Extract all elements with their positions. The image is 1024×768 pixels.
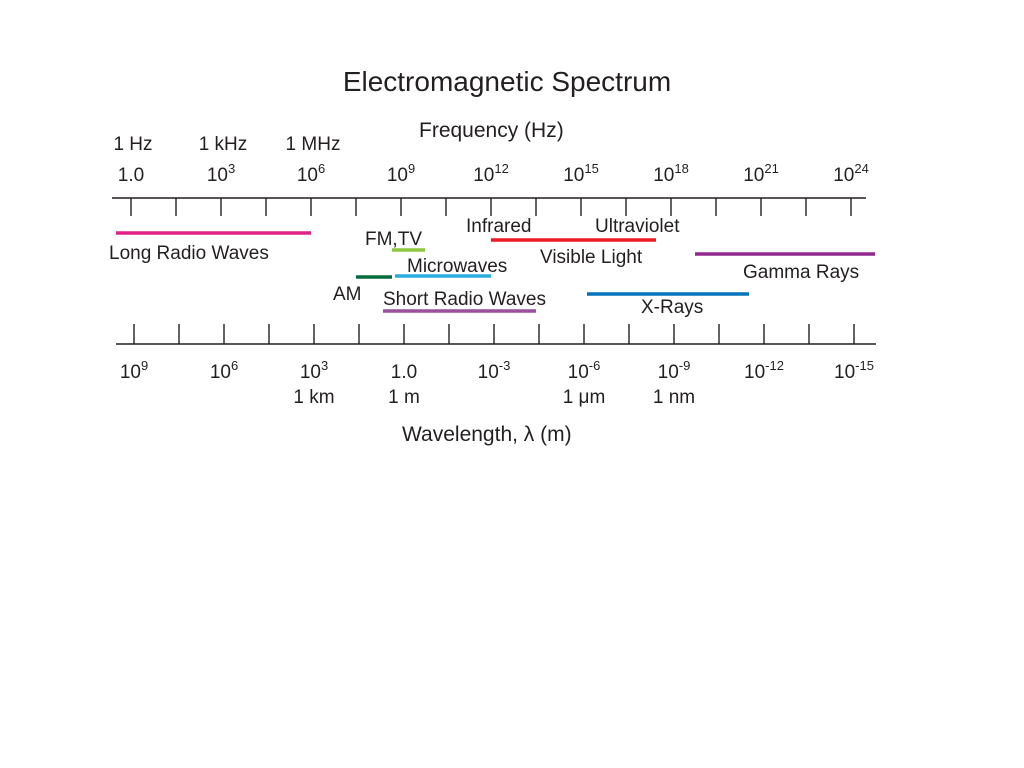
tick-base: 10 — [563, 165, 585, 186]
tick-exponent: 9 — [140, 358, 149, 373]
tick-exponent: -9 — [678, 358, 691, 373]
frequency-tick-label: 1015 — [563, 162, 599, 186]
tick-exponent: -15 — [855, 358, 874, 373]
tick-exponent: 9 — [407, 161, 416, 176]
band-label-gamma-rays: Gamma Rays — [743, 262, 860, 283]
frequency-tick-label: 109 — [386, 162, 415, 186]
tick-exponent: 6 — [317, 161, 326, 176]
frequency-tick-label: 106 — [296, 162, 325, 186]
wavelength-tick-label: 106 — [209, 359, 238, 383]
tick-exponent: 3 — [227, 161, 236, 176]
band-label-fm-tv: FM,TV — [365, 229, 422, 250]
wavelength-tick-label: 10-9 — [657, 359, 691, 383]
frequency-tick-label: 1021 — [743, 162, 779, 186]
tick-exponent: 3 — [320, 358, 329, 373]
tick-base: 10 — [296, 165, 318, 186]
wavelength-unit-label: 1 nm — [652, 387, 696, 408]
band-label-visible-light: Visible Light — [540, 247, 643, 268]
tick-base: 10 — [743, 165, 765, 186]
tick-base: 10 — [209, 362, 231, 383]
frequency-tick-label: 1.0 — [118, 166, 144, 185]
tick-exponent: 18 — [674, 161, 689, 176]
tick-base: 10 — [473, 165, 495, 186]
wavelength-unit-label: 1 μm — [562, 387, 606, 408]
tick-base: 10 — [744, 362, 766, 383]
frequency-axis-title: Frequency (Hz) — [419, 119, 564, 142]
wavelength-tick-label: 10-12 — [744, 359, 784, 383]
tick-base: 10 — [657, 362, 679, 383]
frequency-tick-label: 1012 — [473, 162, 509, 186]
band-label-ultraviolet: Ultraviolet — [595, 216, 680, 237]
tick-base: 1.0 — [390, 362, 418, 383]
wavelength-tick-label: 1.0 — [391, 363, 417, 382]
tick-base: 10 — [833, 165, 855, 186]
tick-exponent: 6 — [230, 358, 239, 373]
wavelength-tick-label: 10-6 — [567, 359, 601, 383]
wavelength-tick-label: 109 — [119, 359, 148, 383]
wavelength-tick-label: 10-3 — [477, 359, 511, 383]
frequency-unit-label: 1 kHz — [198, 134, 248, 155]
band-label-infrared: Infrared — [466, 216, 532, 237]
frequency-tick-label: 1024 — [833, 162, 869, 186]
wavelength-unit-label: 1 m — [388, 387, 420, 408]
tick-exponent: 24 — [854, 161, 869, 176]
tick-exponent: -12 — [765, 358, 784, 373]
tick-exponent: 21 — [764, 161, 779, 176]
frequency-unit-label: 1 MHz — [285, 134, 341, 155]
tick-base: 10 — [567, 362, 589, 383]
frequency-tick-label: 1018 — [653, 162, 689, 186]
tick-base: 1.0 — [117, 165, 145, 186]
tick-base: 10 — [206, 165, 228, 186]
band-label-short-radio-waves: Short Radio Waves — [383, 289, 546, 310]
band-label-x-rays: X-Rays — [641, 297, 704, 318]
tick-base: 10 — [386, 165, 408, 186]
frequency-tick-label: 103 — [206, 162, 235, 186]
band-label-am: AM — [333, 284, 362, 305]
tick-exponent: -6 — [588, 358, 601, 373]
frequency-unit-label: 1 Hz — [113, 134, 153, 155]
tick-exponent: -3 — [498, 358, 511, 373]
tick-base: 10 — [477, 362, 499, 383]
tick-base: 10 — [653, 165, 675, 186]
band-label-microwaves: Microwaves — [407, 256, 508, 277]
tick-base: 10 — [834, 362, 856, 383]
tick-exponent: 12 — [494, 161, 509, 176]
wavelength-unit-label: 1 km — [293, 387, 335, 408]
tick-exponent: 15 — [584, 161, 599, 176]
wavelength-axis-title: Wavelength, λ (m) — [402, 423, 572, 446]
tick-base: 10 — [299, 362, 321, 383]
tick-base: 10 — [119, 362, 141, 383]
wavelength-tick-label: 103 — [299, 359, 328, 383]
diagram-title: Electromagnetic Spectrum — [342, 66, 672, 97]
wavelength-tick-label: 10-15 — [834, 359, 874, 383]
band-label-long-radio-waves: Long Radio Waves — [109, 243, 269, 264]
